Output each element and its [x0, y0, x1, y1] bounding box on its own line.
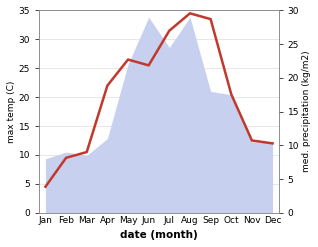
Y-axis label: med. precipitation (kg/m2): med. precipitation (kg/m2) — [302, 51, 311, 172]
X-axis label: date (month): date (month) — [120, 230, 198, 240]
Y-axis label: max temp (C): max temp (C) — [7, 80, 16, 143]
